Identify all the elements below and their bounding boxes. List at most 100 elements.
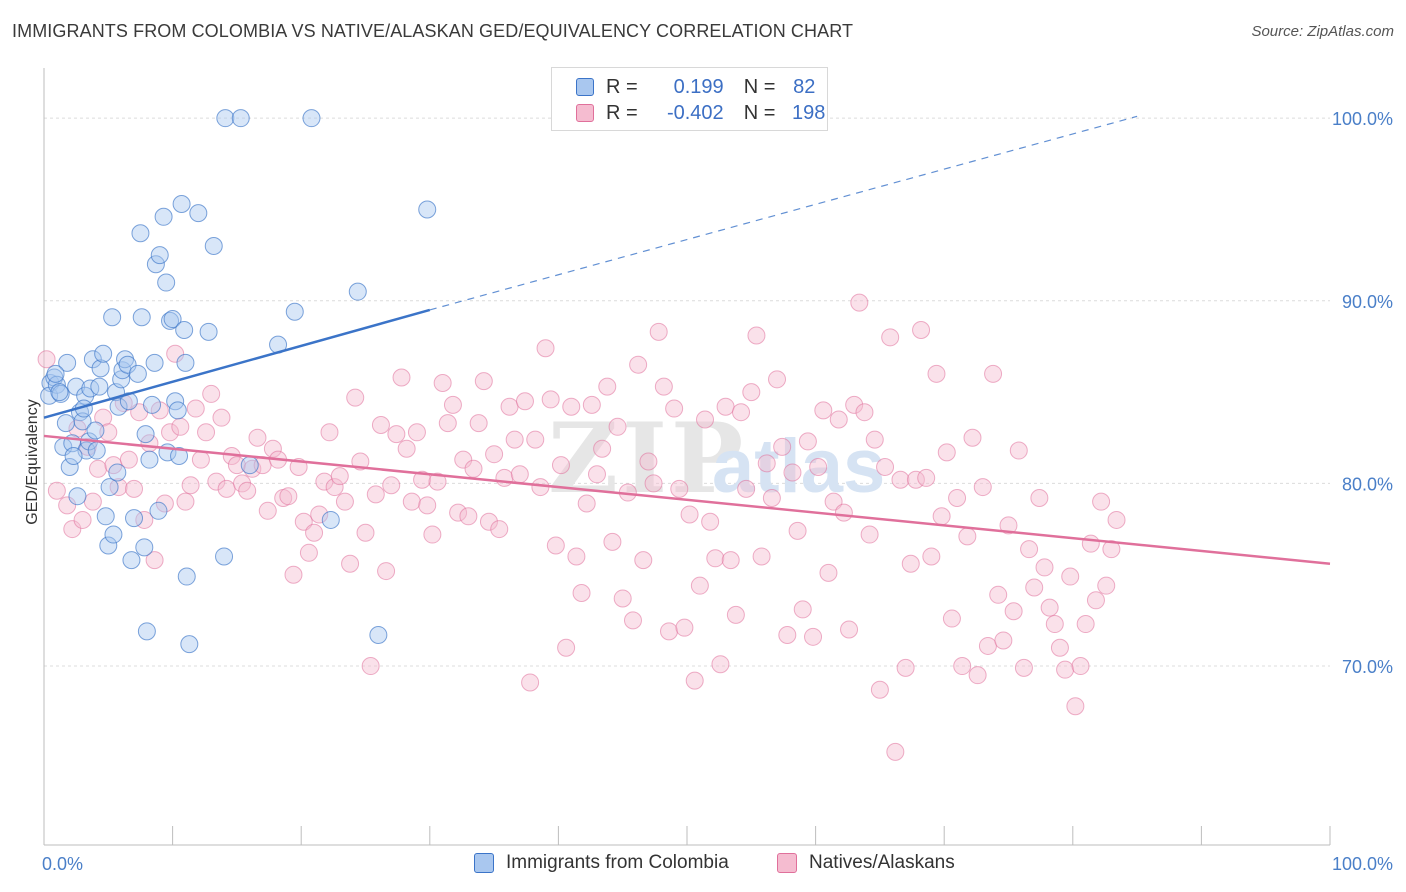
legend-swatch-blue — [576, 78, 594, 96]
point-colombia — [369, 625, 388, 644]
point-natives — [490, 520, 509, 539]
point-natives — [922, 547, 941, 566]
point-natives — [649, 322, 668, 341]
point-colombia — [50, 383, 69, 402]
point-natives — [778, 625, 797, 644]
point-natives — [248, 428, 267, 447]
point-natives — [387, 425, 406, 444]
point-natives — [654, 377, 673, 396]
point-natives — [999, 516, 1018, 535]
point-natives — [1030, 489, 1049, 508]
point-natives — [984, 364, 1003, 383]
point-natives — [690, 576, 709, 595]
point-colombia — [348, 282, 367, 301]
point-colombia — [302, 109, 321, 128]
point-natives — [834, 503, 853, 522]
point-natives — [567, 547, 586, 566]
point-natives — [639, 452, 658, 471]
trend-colombia-extension — [429, 115, 1138, 311]
point-natives — [1056, 660, 1075, 679]
point-natives — [1035, 558, 1054, 577]
point-natives — [1102, 540, 1121, 559]
point-natives — [912, 321, 931, 340]
point-natives — [1014, 658, 1033, 677]
point-natives — [680, 505, 699, 524]
point-natives — [505, 430, 524, 449]
point-natives — [582, 395, 601, 414]
point-natives — [901, 554, 920, 573]
point-colombia — [91, 359, 110, 378]
point-natives — [279, 487, 298, 506]
point-natives — [402, 492, 421, 511]
point-colombia — [177, 567, 196, 586]
gridlines — [44, 117, 1330, 667]
point-natives — [659, 622, 678, 641]
point-natives — [181, 476, 200, 495]
axes — [43, 68, 1331, 846]
point-colombia — [204, 237, 223, 256]
y-tick-label: 100.0% — [1332, 109, 1393, 129]
point-natives — [305, 523, 324, 542]
legend-n-label: N = — [743, 75, 776, 98]
point-colombia — [99, 536, 118, 555]
correlation-legend: R = 0.199 N = 82 R = -0.402 N = 198 — [551, 67, 828, 131]
point-colombia — [58, 353, 77, 372]
legend-row-natives: R = -0.402 N = 198 — [576, 101, 825, 125]
point-colombia — [103, 308, 122, 327]
point-colombia — [172, 195, 191, 214]
point-colombia — [161, 311, 180, 330]
point-natives — [721, 551, 740, 570]
point-natives — [217, 479, 236, 498]
point-natives — [917, 468, 936, 487]
point-colombia — [108, 463, 127, 482]
point-colombia — [113, 361, 132, 380]
point-natives — [881, 328, 900, 347]
point-natives — [814, 401, 833, 420]
point-natives — [510, 465, 529, 484]
point-natives — [1004, 602, 1023, 621]
point-natives — [294, 512, 313, 531]
point-natives — [171, 417, 190, 436]
point-natives — [968, 666, 987, 685]
point-natives — [418, 496, 437, 515]
point-natives — [870, 680, 889, 699]
point-natives — [557, 638, 576, 657]
point-natives — [238, 481, 257, 500]
point-natives — [942, 609, 961, 628]
point-natives — [335, 492, 354, 511]
point-natives — [1081, 534, 1100, 553]
point-natives — [706, 549, 725, 568]
point-natives — [840, 620, 859, 639]
point-natives — [119, 450, 138, 469]
point-natives — [1045, 615, 1064, 634]
point-natives — [768, 370, 787, 389]
point-natives — [876, 457, 895, 476]
point-colombia — [216, 109, 235, 128]
point-colombia — [128, 364, 147, 383]
point-natives — [37, 350, 56, 369]
point-colombia — [157, 273, 176, 292]
trend-natives — [43, 434, 1331, 566]
point-natives — [284, 565, 303, 584]
point-natives — [495, 468, 514, 487]
point-colombia — [168, 401, 187, 420]
point-colombia — [176, 353, 195, 372]
point-natives — [155, 494, 174, 513]
point-natives — [526, 430, 545, 449]
point-natives — [464, 459, 483, 478]
point-natives — [485, 445, 504, 464]
point-natives — [886, 742, 905, 761]
point-natives — [685, 671, 704, 690]
point-natives — [207, 472, 226, 491]
series-label-natives: Natives/Alaskans — [809, 852, 955, 873]
legend-r-label: R = — [606, 101, 638, 124]
legend-n-value: 82 — [793, 75, 816, 98]
point-colombia — [87, 441, 106, 460]
point-colombia — [285, 302, 304, 321]
point-natives — [125, 479, 144, 498]
point-colombia — [109, 397, 128, 416]
point-natives — [366, 485, 385, 504]
point-natives — [258, 501, 277, 520]
point-colombia — [86, 421, 105, 440]
